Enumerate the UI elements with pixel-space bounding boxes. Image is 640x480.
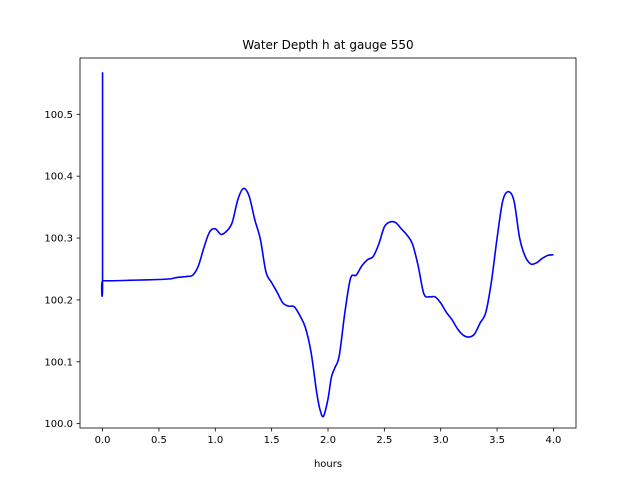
x-tick-label: 2.0 (320, 435, 336, 446)
y-tick-label: 100.1 (44, 357, 73, 368)
series-line (100, 72, 554, 418)
x-tick-label: 4.0 (546, 435, 562, 446)
y-tick-label: 100.3 (44, 234, 73, 245)
y-tick-label: 100.4 (44, 172, 73, 183)
axis-ticks: 0.0 0.5 1.0 1.5 2.0 2.5 3.0 3.5 4.0 100.0 100.1 100… (44, 110, 561, 446)
y-tick-label: 100.5 (44, 110, 73, 121)
x-axis-label: hours (314, 459, 342, 470)
plot-area (100, 72, 554, 418)
x-tick-label: 3.5 (489, 435, 505, 446)
x-tick-label: 0.0 (95, 435, 111, 446)
y-tick-label: 100.0 (44, 419, 73, 430)
y-tick-label: 100.2 (44, 295, 73, 306)
x-tick-label: 1.0 (207, 435, 223, 446)
x-tick-label: 0.5 (151, 435, 167, 446)
x-tick-label: 2.5 (376, 435, 392, 446)
x-tick-label: 1.5 (264, 435, 280, 446)
x-tick-label: 3.0 (433, 435, 449, 446)
chart-title: Water Depth h at gauge 550 (242, 38, 413, 52)
